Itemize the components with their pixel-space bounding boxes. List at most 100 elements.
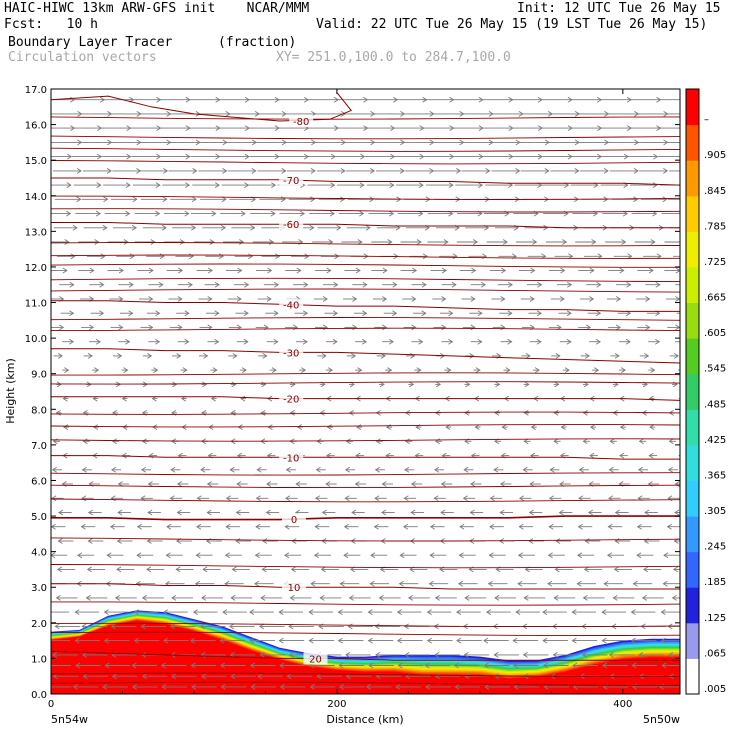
vector-head [155,182,161,188]
vector-head [327,367,334,373]
vector-head [650,239,656,245]
vector-head [76,168,82,174]
vector-head [206,509,212,516]
vector-head [207,267,214,274]
vector-head [136,552,142,559]
vector-head [459,523,465,530]
temperature-contour [51,498,680,503]
temperature-contour [51,242,680,247]
vector-head [218,253,224,260]
colorbar-swatch [686,266,699,303]
vector-head [104,662,110,669]
vector-head [465,381,471,388]
temperature-contour [51,277,680,283]
vector-head [612,410,618,416]
y-tick-label: 6.0 [31,476,47,487]
vector-head [85,595,91,601]
vector-head [553,438,559,445]
vector-head [368,662,374,669]
vector-head [421,281,427,288]
temperature-contour [51,484,680,489]
vector-head [146,566,152,573]
temperature-contour [51,116,680,120]
vector-head [462,495,468,502]
vector-head [257,673,263,680]
vector-head [271,182,277,188]
vector-head [333,281,339,288]
vector-head [340,196,346,203]
vector-head [399,552,405,559]
contour-label-bg [282,513,306,526]
vector-head [313,552,320,559]
vector-head [374,623,380,630]
vector-head [348,595,354,601]
vector-head [155,310,161,317]
vector-head [493,652,499,658]
vector-head [549,466,555,473]
vector-head [614,353,620,359]
colorbar-swatch [686,587,699,624]
vector-head [674,509,680,516]
vector-head [74,637,80,644]
vector-head [416,239,422,245]
vector-head [378,595,384,601]
vector-head [273,310,279,317]
vector-head [266,296,272,302]
vector-head [374,495,380,502]
vector-head [201,595,207,601]
vector-head [675,324,680,331]
vector-head [440,481,446,487]
vector-head [116,538,122,544]
vector-head [148,267,154,274]
vector-head [396,637,403,644]
y-axis-label: Height (km) [4,358,17,424]
temperature-contour [51,160,680,165]
vector-head [344,466,351,473]
vector-head [141,652,147,658]
vector-head [266,481,272,487]
vector-head [625,338,631,345]
vector-head [644,353,650,359]
vector-head [256,466,262,473]
vector-head [418,182,424,188]
vector-head [131,684,138,690]
contour-label: 0 [291,515,297,526]
vector-head [554,381,560,388]
vector-head [288,652,294,658]
contour-label: -20 [283,395,299,406]
temperature-contour--80 [51,92,353,122]
vector-head [508,153,514,160]
vector-head [55,410,61,416]
vector-head [81,652,88,658]
vector-head [567,281,573,288]
plot-frame [50,88,681,695]
vector-head [485,609,492,615]
vector-head [357,367,363,373]
vector-head [553,410,559,416]
vector-head [203,353,209,359]
vector-head [434,410,441,416]
vector-head [175,566,181,573]
vector-head [171,595,177,601]
vector-head [396,609,402,615]
vector-head [260,410,266,416]
vector-head [225,495,231,502]
vector-head [352,296,358,302]
y-tick-label: 12.0 [25,263,47,274]
vector-head [116,566,122,573]
vector-head [131,224,137,231]
vector-head [261,381,267,388]
vector-head [418,338,424,345]
vector-head [620,367,627,373]
vector-head [51,466,57,473]
vector-head [548,523,554,530]
vector-head [387,239,393,245]
vector-head [128,310,134,317]
vector-head [603,168,609,174]
vector-head [69,281,75,288]
vector-head [66,210,72,217]
vector-head [57,353,64,359]
y-tick-label: 16.0 [25,121,47,132]
vector-head [619,424,625,430]
vector-head [532,239,538,245]
